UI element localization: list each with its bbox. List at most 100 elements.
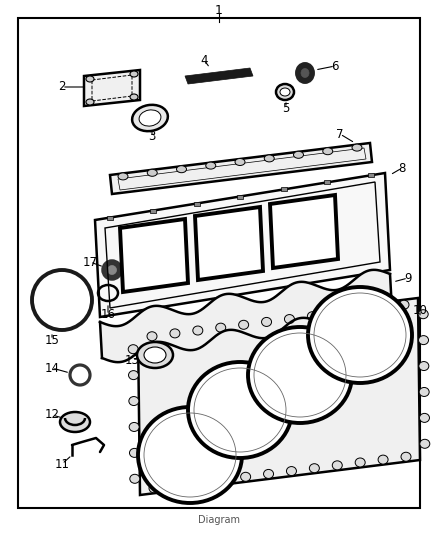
Ellipse shape [286, 466, 297, 475]
Ellipse shape [130, 448, 139, 457]
Ellipse shape [193, 326, 203, 335]
Ellipse shape [188, 362, 292, 458]
Ellipse shape [355, 458, 365, 467]
Polygon shape [195, 207, 263, 280]
Ellipse shape [129, 423, 139, 431]
Ellipse shape [325, 351, 335, 359]
Ellipse shape [376, 303, 386, 312]
Ellipse shape [235, 158, 245, 166]
Ellipse shape [149, 484, 159, 492]
Text: 11: 11 [54, 457, 70, 471]
Bar [106, 216, 113, 220]
Ellipse shape [418, 310, 428, 319]
Ellipse shape [129, 397, 139, 406]
Ellipse shape [130, 474, 140, 483]
Text: 14: 14 [45, 361, 60, 375]
Ellipse shape [147, 169, 157, 176]
Ellipse shape [323, 148, 333, 155]
Ellipse shape [206, 162, 216, 169]
Ellipse shape [144, 347, 166, 363]
Ellipse shape [330, 309, 340, 318]
Ellipse shape [248, 327, 352, 423]
Ellipse shape [260, 367, 270, 376]
Ellipse shape [60, 412, 90, 432]
Ellipse shape [307, 312, 318, 321]
Ellipse shape [239, 320, 249, 329]
Ellipse shape [261, 318, 272, 326]
Ellipse shape [399, 300, 409, 309]
Ellipse shape [118, 173, 128, 180]
Ellipse shape [172, 481, 182, 490]
Ellipse shape [353, 306, 363, 315]
Ellipse shape [103, 261, 121, 279]
Ellipse shape [130, 94, 138, 100]
Ellipse shape [170, 329, 180, 338]
Polygon shape [95, 173, 390, 317]
Bar [367, 173, 374, 177]
Ellipse shape [401, 452, 411, 461]
Ellipse shape [284, 314, 294, 324]
Ellipse shape [132, 105, 168, 131]
Ellipse shape [216, 323, 226, 332]
Ellipse shape [420, 414, 430, 422]
Polygon shape [120, 219, 188, 292]
Ellipse shape [86, 99, 94, 105]
Polygon shape [100, 270, 392, 362]
Bar [150, 208, 156, 213]
Ellipse shape [195, 478, 205, 487]
Text: 12: 12 [45, 408, 60, 422]
Ellipse shape [138, 407, 242, 503]
Ellipse shape [293, 151, 304, 158]
Text: 8: 8 [398, 161, 406, 174]
Ellipse shape [128, 345, 138, 354]
Text: 17: 17 [82, 255, 98, 269]
Text: 6: 6 [331, 60, 339, 72]
Ellipse shape [218, 475, 228, 484]
Ellipse shape [330, 370, 340, 379]
Ellipse shape [332, 461, 342, 470]
Ellipse shape [130, 71, 138, 77]
Ellipse shape [270, 408, 280, 416]
Ellipse shape [264, 155, 274, 162]
Text: 10: 10 [413, 303, 427, 317]
Ellipse shape [128, 370, 138, 379]
Text: 3: 3 [148, 131, 155, 143]
Ellipse shape [107, 265, 117, 274]
Text: 2: 2 [58, 80, 66, 93]
Ellipse shape [264, 470, 274, 479]
Ellipse shape [139, 110, 161, 126]
Ellipse shape [265, 387, 275, 397]
Text: 15: 15 [45, 334, 60, 346]
Ellipse shape [309, 464, 319, 473]
Ellipse shape [420, 439, 430, 448]
Ellipse shape [419, 361, 429, 370]
Ellipse shape [378, 455, 388, 464]
Text: 9: 9 [404, 271, 412, 285]
Text: 5: 5 [283, 101, 290, 115]
Ellipse shape [320, 330, 330, 340]
Ellipse shape [240, 472, 251, 481]
Bar [194, 201, 199, 206]
Ellipse shape [352, 144, 362, 151]
Bar [280, 188, 286, 191]
Ellipse shape [280, 88, 290, 96]
Ellipse shape [301, 69, 309, 77]
Ellipse shape [276, 84, 294, 100]
Ellipse shape [419, 387, 429, 397]
Bar [324, 180, 330, 184]
Ellipse shape [297, 64, 313, 82]
Polygon shape [185, 68, 253, 84]
Polygon shape [270, 195, 338, 268]
Ellipse shape [177, 166, 187, 173]
Polygon shape [84, 70, 140, 106]
Text: 16: 16 [100, 309, 116, 321]
Ellipse shape [308, 287, 412, 383]
Text: Diagram: Diagram [198, 515, 240, 525]
Text: 13: 13 [124, 353, 139, 367]
Ellipse shape [147, 332, 157, 341]
Ellipse shape [86, 76, 94, 82]
Bar [237, 195, 243, 198]
Ellipse shape [205, 408, 215, 416]
Ellipse shape [215, 448, 225, 456]
Ellipse shape [419, 336, 428, 345]
